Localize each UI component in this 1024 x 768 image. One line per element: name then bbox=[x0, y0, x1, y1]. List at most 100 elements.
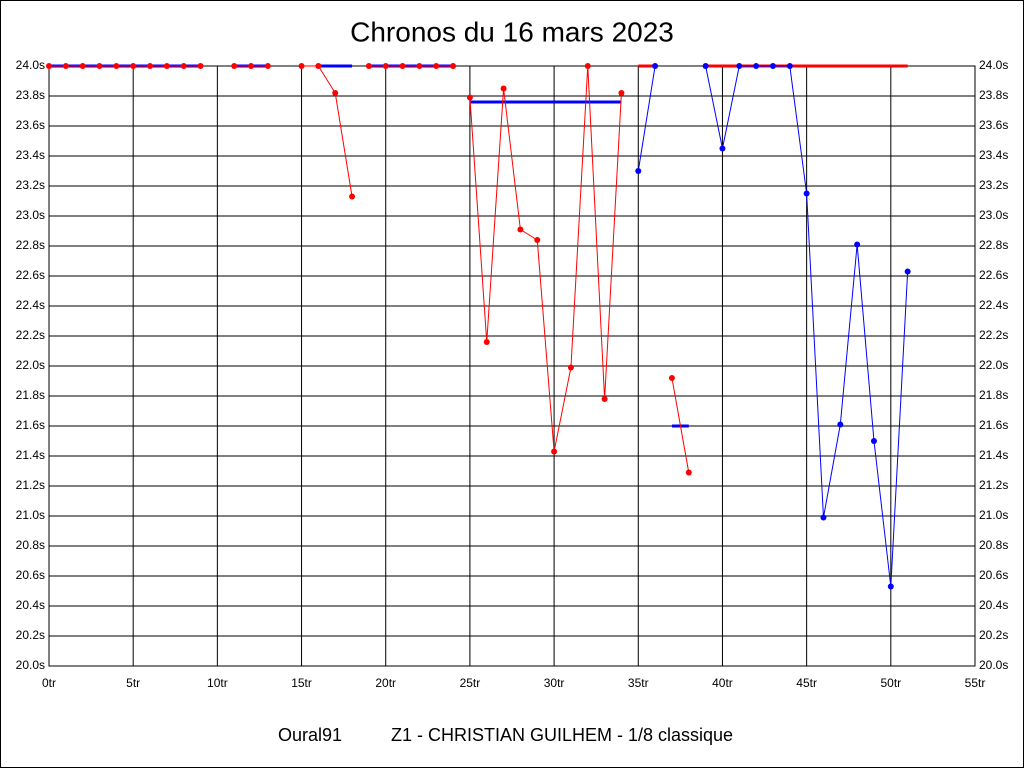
point bbox=[365, 63, 372, 69]
point bbox=[113, 63, 120, 69]
point bbox=[635, 168, 642, 174]
point bbox=[483, 339, 490, 345]
point bbox=[96, 63, 103, 69]
x-tick-label: 5tr bbox=[126, 676, 140, 690]
point bbox=[668, 375, 675, 381]
point bbox=[62, 63, 69, 69]
point bbox=[685, 469, 692, 476]
point bbox=[652, 63, 659, 69]
point bbox=[719, 145, 726, 152]
y2-tick-label: 20.4s bbox=[979, 598, 1008, 612]
point bbox=[753, 63, 760, 69]
y-tick-label: 21.2s bbox=[16, 478, 45, 492]
y2-tick-label: 21.2s bbox=[979, 478, 1008, 492]
point bbox=[130, 63, 137, 69]
point bbox=[399, 63, 406, 69]
point bbox=[601, 396, 608, 402]
y2-tick-label: 22.0s bbox=[979, 358, 1008, 372]
y2-tick-label: 20.8s bbox=[979, 538, 1008, 552]
y-tick-label: 23.4s bbox=[16, 148, 45, 162]
y-tick-label: 23.6s bbox=[16, 118, 45, 132]
y-tick-label: 21.0s bbox=[16, 508, 45, 522]
y2-tick-label: 22.2s bbox=[979, 328, 1008, 342]
y2-tick-label: 21.4s bbox=[979, 448, 1008, 462]
point bbox=[298, 63, 305, 69]
x-tick-label: 35tr bbox=[628, 676, 649, 690]
point bbox=[197, 63, 204, 69]
y2-tick-label: 21.6s bbox=[979, 418, 1008, 432]
x-tick-label: 40tr bbox=[712, 676, 733, 690]
y-tick-label: 20.4s bbox=[16, 598, 45, 612]
point bbox=[517, 226, 524, 233]
point bbox=[702, 63, 709, 69]
point bbox=[180, 63, 187, 69]
y-tick-label: 20.6s bbox=[16, 568, 45, 582]
point bbox=[567, 364, 574, 371]
series-line bbox=[469, 65, 622, 452]
point bbox=[349, 193, 356, 200]
footer-left: Oural91 bbox=[278, 725, 342, 745]
y-tick-label: 20.2s bbox=[16, 628, 45, 642]
y-tick-label: 21.8s bbox=[16, 388, 45, 402]
point bbox=[736, 63, 743, 69]
point bbox=[769, 63, 776, 69]
series-line bbox=[671, 377, 690, 473]
y2-tick-label: 21.0s bbox=[979, 508, 1008, 522]
y2-tick-label: 24.0s bbox=[979, 58, 1008, 72]
x-tick-label: 45tr bbox=[796, 676, 817, 690]
point bbox=[534, 237, 541, 243]
point bbox=[584, 63, 591, 69]
point bbox=[837, 421, 844, 428]
chart-title: Chronos du 16 mars 2023 bbox=[350, 16, 674, 47]
y-tick-label: 22.0s bbox=[16, 358, 45, 372]
point bbox=[820, 514, 827, 521]
y-tick-label: 22.4s bbox=[16, 298, 45, 312]
point bbox=[248, 63, 255, 69]
point bbox=[147, 63, 154, 69]
point bbox=[803, 190, 810, 197]
y2-tick-label: 20.6s bbox=[979, 568, 1008, 582]
point bbox=[466, 94, 473, 101]
point bbox=[870, 438, 877, 444]
y2-tick-label: 23.4s bbox=[979, 148, 1008, 162]
x-tick-label: 30tr bbox=[544, 676, 565, 690]
y-tick-label: 22.8s bbox=[16, 238, 45, 252]
y2-tick-label: 23.0s bbox=[979, 208, 1008, 222]
x-tick-label: 50tr bbox=[880, 676, 901, 690]
y2-tick-label: 23.6s bbox=[979, 118, 1008, 132]
point bbox=[315, 63, 322, 69]
y2-tick-label: 23.2s bbox=[979, 178, 1008, 192]
y-tick-label: 22.2s bbox=[16, 328, 45, 342]
y2-tick-label: 20.2s bbox=[979, 628, 1008, 642]
point bbox=[854, 241, 861, 248]
y-tick-label: 23.0s bbox=[16, 208, 45, 222]
point bbox=[79, 63, 86, 69]
x-tick-label: 0tr bbox=[42, 676, 56, 690]
y-tick-label: 23.2s bbox=[16, 178, 45, 192]
point bbox=[163, 63, 170, 69]
x-tick-label: 25tr bbox=[460, 676, 481, 690]
y-tick-label: 20.8s bbox=[16, 538, 45, 552]
y-tick-label: 24.0s bbox=[16, 58, 45, 72]
point bbox=[416, 63, 423, 69]
x-tick-label: 15tr bbox=[291, 676, 312, 690]
y2-tick-label: 21.8s bbox=[979, 388, 1008, 402]
x-tick-label: 10tr bbox=[207, 676, 228, 690]
point bbox=[382, 63, 389, 69]
point bbox=[450, 63, 457, 69]
y2-tick-label: 22.8s bbox=[979, 238, 1008, 252]
x-tick-label: 55tr bbox=[965, 676, 986, 690]
point bbox=[264, 63, 271, 69]
point bbox=[500, 85, 507, 92]
plot-border bbox=[48, 65, 976, 667]
y2-tick-label: 20.0s bbox=[979, 658, 1008, 672]
series-line bbox=[301, 65, 353, 197]
y2-tick-label: 22.4s bbox=[979, 298, 1008, 312]
point bbox=[904, 268, 911, 275]
y-tick-label: 23.8s bbox=[16, 88, 45, 102]
footer-right: Z1 - CHRISTIAN GUILHEM - 1/8 classique bbox=[391, 725, 733, 745]
y-tick-label: 21.6s bbox=[16, 418, 45, 432]
point bbox=[46, 63, 52, 69]
